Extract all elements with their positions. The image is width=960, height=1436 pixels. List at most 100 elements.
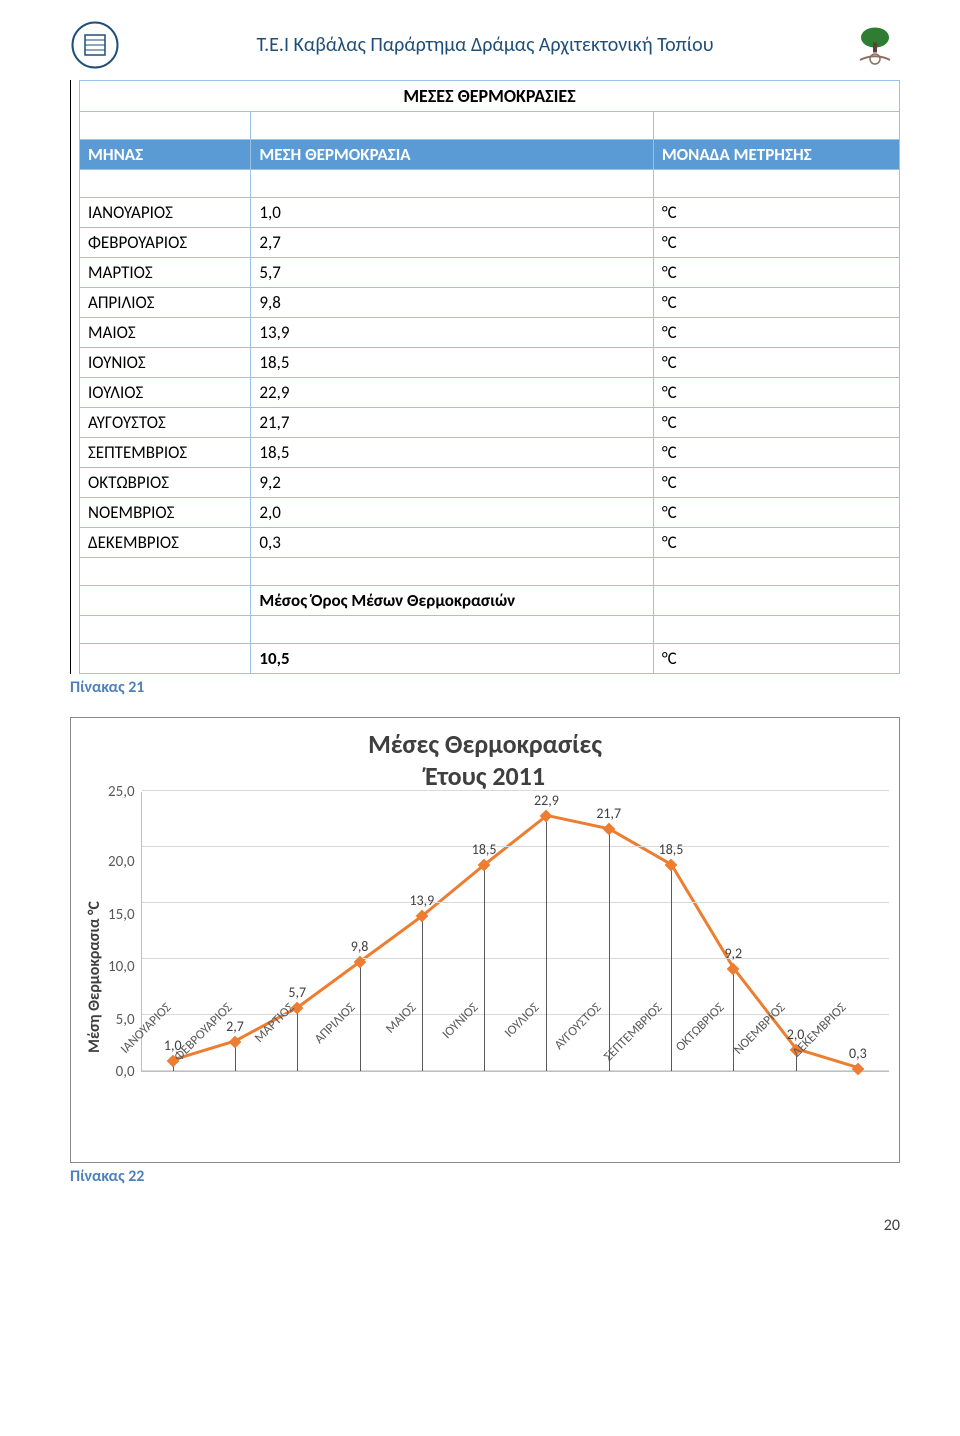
value-cell: 1,0 — [251, 198, 653, 228]
institute-logo-icon — [70, 20, 120, 70]
unit-cell: °C — [653, 288, 899, 318]
value-cell: 0,3 — [251, 528, 653, 558]
table-row: ΙΟΥΛΙΟΣ 22,9 °C — [80, 378, 900, 408]
chart-title: Μέσες Θερμοκρασίες Έτους 2011 — [81, 728, 889, 792]
col-month: ΜΗΝΑΣ — [80, 140, 251, 170]
chart-xcat: ΑΥΓΟΥΣΤΟΣ — [582, 1072, 643, 1162]
chart-xcat: ΑΠΡΙΛΙΟΣ — [336, 1072, 397, 1162]
chart-xcats: ΙΑΝΟΥΑΡΙΟΣΦΕΒΡΟΥΑΡΙΟΣΜΑΡΤΙΟΣΑΠΡΙΛΙΟΣΜΑΙΟ… — [152, 1072, 889, 1162]
chart-value-label: 5,7 — [288, 984, 306, 1001]
chart-ytick: 10,0 — [108, 958, 135, 976]
month-cell: ΟΚΤΩΒΡΙΟΣ — [80, 468, 251, 498]
value-cell: 18,5 — [251, 438, 653, 468]
chart-plot-area: 25,020,015,010,05,00,0 1,02,75,79,813,91… — [108, 792, 889, 1072]
chart-xcat: ΝΟΕΜΒΡΙΟΣ — [766, 1072, 827, 1162]
table-row: ΙΑΝΟΥΑΡΙΟΣ 1,0 °C — [80, 198, 900, 228]
table-caption-22: Πίνακας 22 — [70, 1167, 900, 1186]
page-header: Τ.Ε.Ι Καβάλας Παράρτημα Δράμας Αρχιτεκτο… — [70, 20, 900, 70]
unit-cell: °C — [653, 258, 899, 288]
table-row: ΜΑΙΟΣ 13,9 °C — [80, 318, 900, 348]
unit-cell: °C — [653, 198, 899, 228]
value-cell: 21,7 — [251, 408, 653, 438]
chart-xcat: ΙΟΥΝΙΟΣ — [459, 1072, 520, 1162]
table-spacer — [80, 170, 900, 198]
chart-ylabel: Μέση Θερμοκρασια °C — [81, 891, 108, 1063]
value-cell: 9,8 — [251, 288, 653, 318]
table-spacer — [80, 112, 900, 140]
table-row: ΦΕΒΡΟΥΑΡΙΟΣ 2,7 °C — [80, 228, 900, 258]
month-cell: ΙΟΥΛΙΟΣ — [80, 378, 251, 408]
chart-ytick: 5,0 — [116, 1011, 135, 1029]
table-row: ΔΕΚΕΜΒΡΙΟΣ 0,3 °C — [80, 528, 900, 558]
chart-value-label: 18,5 — [659, 841, 684, 858]
chart-drop-line — [484, 864, 485, 1071]
avg-unit: °C — [653, 644, 899, 674]
unit-cell: °C — [653, 378, 899, 408]
unit-cell: °C — [653, 438, 899, 468]
chart-xcat: ΙΟΥΛΙΟΣ — [521, 1072, 582, 1162]
chart-xcat: ΜΑΙΟΣ — [398, 1072, 459, 1162]
month-cell: ΜΑΙΟΣ — [80, 318, 251, 348]
unit-cell: °C — [653, 408, 899, 438]
value-cell: 5,7 — [251, 258, 653, 288]
table-container: ΜΕΣΕΣ ΘΕΡΜΟΚΡΑΣΙΕΣ ΜΗΝΑΣ ΜΕΣΗ ΘΕΡΜΟΚΡΑΣΙ… — [70, 80, 900, 674]
month-cell: ΝΟΕΜΒΡΙΟΣ — [80, 498, 251, 528]
chart-container: Μέσες Θερμοκρασίες Έτους 2011 Μέση Θερμο… — [70, 717, 900, 1163]
month-cell: ΔΕΚΕΜΒΡΙΟΣ — [80, 528, 251, 558]
chart-title-line1: Μέσες Θερμοκρασίες — [368, 728, 602, 760]
table-row: ΝΟΕΜΒΡΙΟΣ 2,0 °C — [80, 498, 900, 528]
col-temp: ΜΕΣΗ ΘΕΡΜΟΚΡΑΣΙΑ — [251, 140, 653, 170]
unit-cell: °C — [653, 528, 899, 558]
table-title-row: ΜΕΣΕΣ ΘΕΡΜΟΚΡΑΣΙΕΣ — [80, 81, 900, 112]
unit-cell: °C — [653, 228, 899, 258]
unit-cell: °C — [653, 318, 899, 348]
chart-gridline — [142, 958, 889, 959]
avg-label: Μέσος Όρος Μέσων Θερμοκρασιών — [251, 586, 653, 616]
value-cell: 22,9 — [251, 378, 653, 408]
month-cell: ΙΟΥΝΙΟΣ — [80, 348, 251, 378]
chart-ytick: 20,0 — [108, 853, 135, 871]
page-title: Τ.Ε.Ι Καβάλας Παράρτημα Δράμας Αρχιτεκτο… — [256, 33, 713, 57]
chart-value-label: 21,7 — [596, 805, 621, 822]
chart-ytick: 15,0 — [108, 906, 135, 924]
table-caption-21: Πίνακας 21 — [70, 678, 900, 697]
chart-ytick: 25,0 — [108, 783, 135, 801]
table-title: ΜΕΣΕΣ ΘΕΡΜΟΚΡΑΣΙΕΣ — [80, 81, 900, 112]
table-row: ΜΑΡΤΙΟΣ 5,7 °C — [80, 258, 900, 288]
table-row: ΙΟΥΝΙΟΣ 18,5 °C — [80, 348, 900, 378]
col-unit: ΜΟΝΑΔΑ ΜΕΤΡΗΣΗΣ — [653, 140, 899, 170]
chart-gridline — [142, 846, 889, 847]
table-row: ΑΥΓΟΥΣΤΟΣ 21,7 °C — [80, 408, 900, 438]
unit-cell: °C — [653, 468, 899, 498]
month-cell: ΙΑΝΟΥΑΡΙΟΣ — [80, 198, 251, 228]
temperature-table: ΜΕΣΕΣ ΘΕΡΜΟΚΡΑΣΙΕΣ ΜΗΝΑΣ ΜΕΣΗ ΘΕΡΜΟΚΡΑΣΙ… — [79, 80, 900, 674]
chart-value-label: 13,9 — [409, 893, 434, 910]
chart-xcat: ΜΑΡΤΙΟΣ — [275, 1072, 336, 1162]
landscape-logo-icon — [850, 20, 900, 70]
chart-drop-line — [671, 864, 672, 1071]
month-cell: ΦΕΒΡΟΥΑΡΙΟΣ — [80, 228, 251, 258]
chart-gridline — [142, 790, 889, 791]
value-cell: 18,5 — [251, 348, 653, 378]
chart-value-label: 18,5 — [472, 841, 497, 858]
chart-value-label: 0,3 — [849, 1045, 867, 1062]
chart-value-label: 22,9 — [534, 792, 559, 809]
month-cell: ΜΑΡΤΙΟΣ — [80, 258, 251, 288]
month-cell: ΑΠΡΙΛΙΟΣ — [80, 288, 251, 318]
chart-drop-line — [609, 828, 610, 1071]
chart-value-label: 9,2 — [724, 945, 742, 962]
table-row: ΣΕΠΤΕΜΒΡΙΟΣ 18,5 °C — [80, 438, 900, 468]
avg-value: 10,5 — [251, 644, 653, 674]
value-cell: 9,2 — [251, 468, 653, 498]
avg-value-row: 10,5 °C — [80, 644, 900, 674]
page-number: 20 — [70, 1216, 900, 1235]
chart-value-label: 9,8 — [351, 938, 369, 955]
table-header-row: ΜΗΝΑΣ ΜΕΣΗ ΘΕΡΜΟΚΡΑΣΙΑ ΜΟΝΑΔΑ ΜΕΤΡΗΣΗΣ — [80, 140, 900, 170]
unit-cell: °C — [653, 498, 899, 528]
chart-value-label: 2,7 — [226, 1018, 244, 1035]
value-cell: 2,0 — [251, 498, 653, 528]
unit-cell: °C — [653, 348, 899, 378]
chart-title-line2: Έτους 2011 — [425, 760, 545, 792]
chart-xcat: ΔΕΚΕΜΒΡΙΟΣ — [828, 1072, 889, 1162]
table-row: ΑΠΡΙΛΙΟΣ 9,8 °C — [80, 288, 900, 318]
